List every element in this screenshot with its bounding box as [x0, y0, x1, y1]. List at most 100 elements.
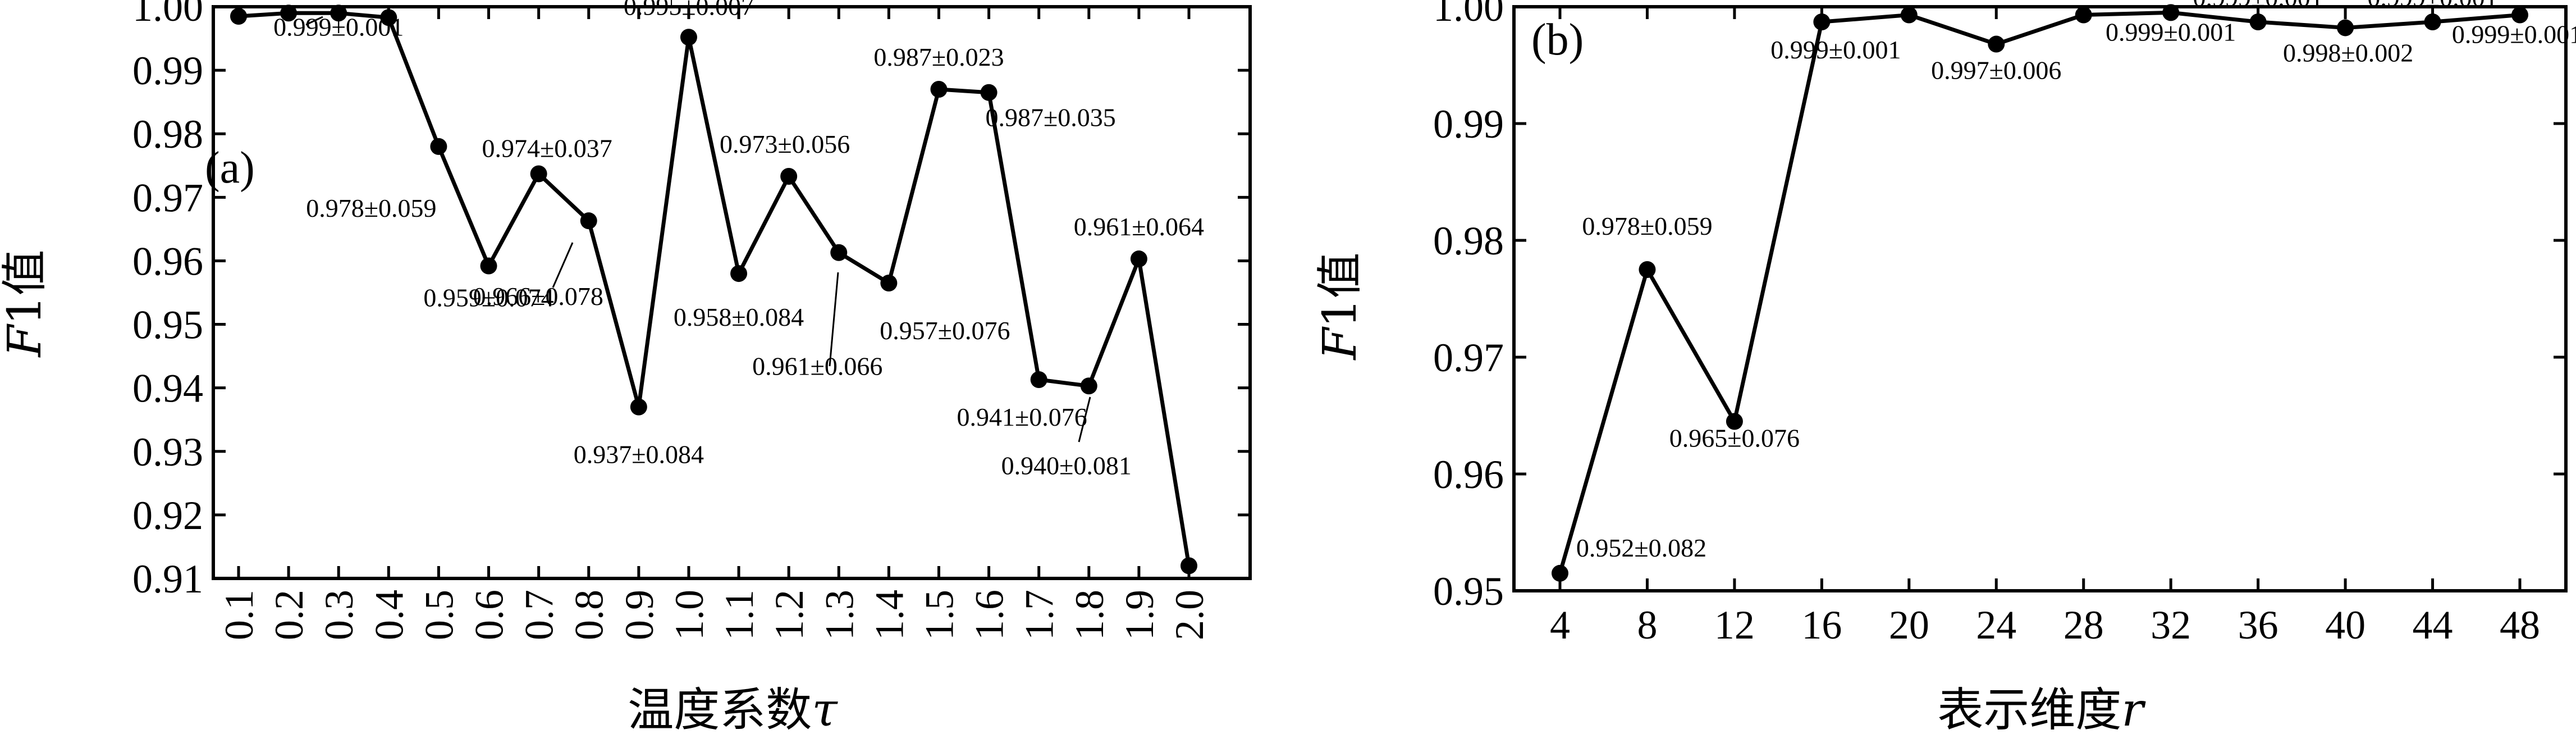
x-tick-label: 1.9 — [1117, 590, 1162, 640]
y-tick-label: 0.94 — [132, 366, 203, 411]
data-label: 0.997±0.006 — [1931, 56, 2061, 85]
data-point — [1988, 35, 2005, 53]
x-tick-label: 32 — [2151, 603, 2191, 648]
data-point — [2511, 6, 2528, 24]
y-tick-label: 1.00 — [132, 0, 203, 30]
data-point — [630, 398, 647, 416]
data-point — [880, 275, 898, 292]
data-label: 0.987±0.035 — [985, 103, 1115, 132]
data-point — [330, 4, 347, 22]
data-label: 0.952±0.082 — [1576, 534, 1706, 562]
data-labels-a: 0.999±0.0010.999±0.0010.999±0.0010.999±0… — [273, 0, 1204, 480]
data-label: 0.999±0.001 — [2367, 0, 2497, 12]
x-tick-label: 1.8 — [1067, 590, 1112, 640]
y-tick-label: 1.00 — [1433, 0, 1504, 30]
y-tick-label: 0.91 — [132, 557, 203, 601]
y-tick-label: 0.96 — [132, 239, 203, 284]
data-label: 0.999±0 — [2041, 0, 2126, 5]
x-tick-label: 0.3 — [317, 590, 362, 640]
data-label: 0.974±0.037 — [482, 134, 612, 162]
plot-frame-a — [212, 5, 1252, 580]
x-tick-label: 0.7 — [517, 590, 562, 640]
x-tick-label: 0.2 — [267, 590, 312, 640]
data-label: 0.995±0.007 — [624, 0, 754, 20]
x-tick-label: 24 — [1976, 603, 2016, 648]
chart-panel-a: (a) F1值 温度系数τ 0.910.920.930.940.950.960.… — [0, 0, 1252, 734]
y-tick-label: 0.92 — [132, 493, 203, 538]
data-point — [1552, 564, 1568, 582]
x-tick-label: 1.1 — [717, 590, 762, 640]
chart-panel-b: (b) F1值 表示维度r 0.95 0.96 0.97 0.98 0.99 1.00 4… — [1314, 0, 2576, 734]
data-point — [2337, 19, 2354, 37]
data-point — [730, 265, 748, 282]
data-point — [780, 168, 798, 185]
data-label: 0.940±0.081 — [1001, 451, 1132, 480]
data-point — [1181, 557, 1197, 575]
x-tick-label: 2.0 — [1167, 590, 1212, 640]
data-label: 0.941±0.076 — [957, 403, 1087, 431]
data-label: 0.958±0.084 — [674, 303, 804, 331]
data-label: 0.999±0.001 — [273, 12, 404, 41]
y-axis-label-a: F1值 — [0, 249, 52, 358]
data-label: 0.998±0.002 — [2283, 38, 2413, 67]
data-point — [980, 84, 998, 101]
data-label: 0.957±0.076 — [880, 316, 1010, 345]
data-point — [530, 165, 547, 183]
y-tick-label: 0.99 — [132, 48, 203, 93]
x-tick-label: 16 — [1801, 603, 1842, 648]
x-tick-label: 12 — [1714, 603, 1755, 648]
data-point — [480, 257, 497, 275]
x-tick-label: 40 — [2325, 603, 2365, 648]
series-b — [1552, 4, 2528, 582]
x-ticks-a: 0.1 0.2 0.3 0.4 0.5 0.6 0.7 0.8 0.9 1.0 1.1 1.2 1.3 1… — [217, 7, 1212, 640]
data-point — [1639, 261, 1656, 278]
data-label: 0.987±0.023 — [873, 43, 1004, 71]
x-tick-label: 0.5 — [417, 590, 461, 640]
data-label: 0.961±0.064 — [1074, 212, 1204, 241]
data-point — [680, 29, 697, 46]
x-tick-label: 0.8 — [567, 590, 612, 640]
x-tick-label: 44 — [2413, 603, 2453, 648]
data-label: 0.966±0.078 — [473, 282, 603, 311]
data-point — [1900, 6, 1918, 24]
series-line — [1558, 10, 2520, 574]
panel-label-a: (a) — [205, 143, 255, 193]
data-point — [430, 138, 447, 155]
data-point — [380, 9, 397, 26]
data-label: 0.937±0.084 — [574, 440, 704, 469]
x-tick-label: 20 — [1889, 603, 1929, 648]
x-tick-label: 8 — [1637, 603, 1657, 648]
y-tick-label: 0.95 — [132, 303, 203, 348]
y-tick-label: 0.99 — [1433, 102, 1504, 147]
x-tick-label: 36 — [2238, 603, 2278, 648]
x-axis-label-a: 温度系数τ — [628, 683, 838, 734]
data-point — [1813, 13, 1831, 31]
data-label: 0.961±0.066 — [752, 352, 882, 381]
y-tick-label: 0.98 — [1433, 218, 1504, 263]
x-tick-label: 4 — [1550, 603, 1570, 648]
y-ticks-b: 0.95 0.96 0.97 0.98 0.99 1.00 — [1433, 0, 2566, 614]
series-line — [238, 11, 1191, 566]
data-point — [1726, 413, 1743, 430]
x-tick-label: 1.4 — [867, 590, 912, 640]
x-tick-label: 1.7 — [1017, 590, 1062, 640]
data-point — [1080, 377, 1097, 395]
y-tick-label: 0.98 — [132, 112, 203, 157]
x-tick-label: 1.3 — [817, 590, 862, 640]
x-tick-label: 28 — [2063, 603, 2104, 648]
data-point — [1030, 371, 1047, 388]
data-label: 0.999±0.001 — [2106, 17, 2236, 46]
data-point — [580, 212, 597, 230]
data-label: 0.978±0.059 — [306, 194, 436, 222]
y-tick-label: 0.97 — [132, 175, 203, 220]
x-tick-label: 0.6 — [467, 590, 512, 640]
y-tick-label: 0.93 — [132, 430, 203, 475]
data-point — [2424, 13, 2441, 31]
data-label: 0.978±0.059 — [1582, 212, 1712, 240]
data-point — [2162, 4, 2180, 21]
x-tick-label: 1.2 — [767, 590, 812, 640]
x-axis-label-b: 表示维度r — [1937, 683, 2146, 734]
label-leader-line — [552, 242, 574, 288]
y-ticks-a: 0.91 0.92 0.93 0.94 0.95 0.96 0.97 0.98 0.99 1.00 — [132, 0, 1250, 601]
